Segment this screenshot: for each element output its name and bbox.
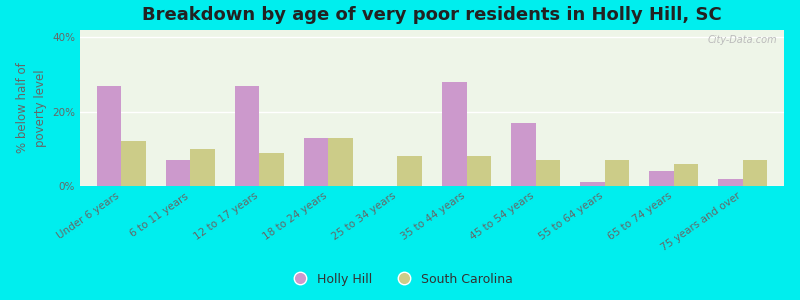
Bar [535,160,560,186]
Bar [259,153,284,186]
Bar [674,164,698,186]
Bar [235,86,259,186]
Legend: Holly Hill, South Carolina: Holly Hill, South Carolina [282,268,518,291]
Bar [98,86,122,186]
Bar [442,82,466,186]
Bar [650,171,674,186]
Bar [329,138,353,186]
Title: Breakdown by age of very poor residents in Holly Hill, SC: Breakdown by age of very poor residents … [142,6,722,24]
Y-axis label: % below half of
poverty level: % below half of poverty level [15,63,46,153]
Bar [605,160,629,186]
Bar [718,178,742,186]
Bar [190,149,214,186]
Bar [511,123,535,186]
Bar [166,160,190,186]
Bar [742,160,766,186]
Bar [122,141,146,186]
Bar [466,156,490,186]
Bar [580,182,605,186]
Text: City-Data.com: City-Data.com [707,35,777,45]
Bar [304,138,329,186]
Bar [398,156,422,186]
